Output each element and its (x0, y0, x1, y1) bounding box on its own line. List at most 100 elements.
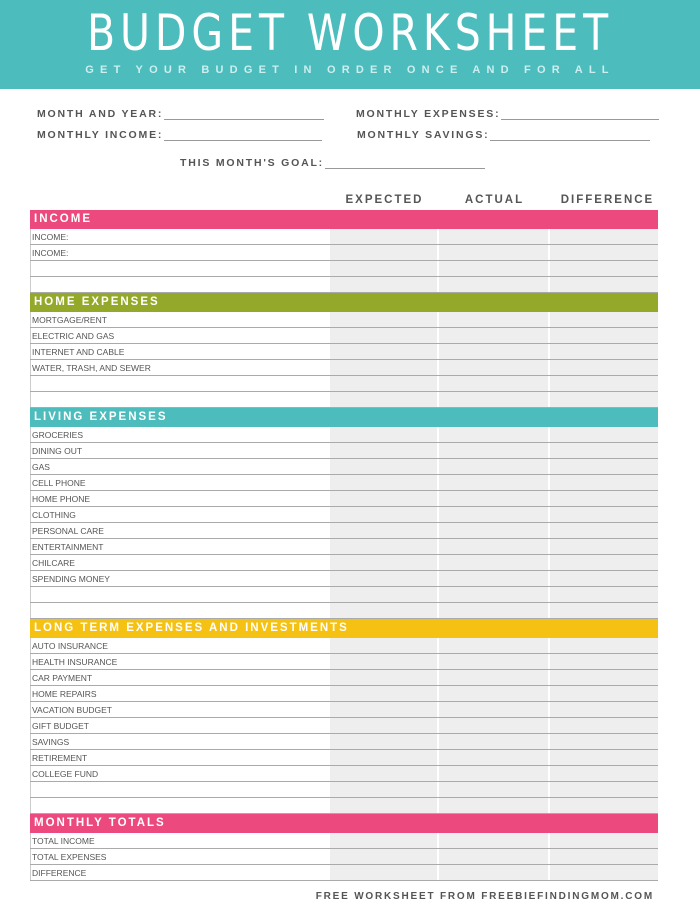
expected-cell[interactable] (328, 539, 437, 554)
difference-cell[interactable] (548, 312, 658, 327)
difference-cell[interactable] (548, 833, 658, 848)
difference-cell[interactable] (548, 571, 658, 586)
actual-cell[interactable] (437, 475, 548, 490)
difference-cell[interactable] (548, 555, 658, 570)
difference-cell[interactable] (548, 539, 658, 554)
expected-cell[interactable] (328, 344, 437, 359)
difference-cell[interactable] (548, 849, 658, 864)
difference-cell[interactable] (548, 654, 658, 669)
difference-cell[interactable] (548, 686, 658, 701)
difference-cell[interactable] (548, 798, 658, 813)
expected-cell[interactable] (328, 443, 437, 458)
expected-cell[interactable] (328, 734, 437, 749)
actual-cell[interactable] (437, 555, 548, 570)
expected-cell[interactable] (328, 376, 437, 391)
difference-cell[interactable] (548, 245, 658, 260)
difference-cell[interactable] (548, 376, 658, 391)
expected-cell[interactable] (328, 427, 437, 442)
actual-cell[interactable] (437, 277, 548, 292)
expected-cell[interactable] (328, 718, 437, 733)
actual-cell[interactable] (437, 798, 548, 813)
difference-cell[interactable] (548, 587, 658, 602)
actual-cell[interactable] (437, 782, 548, 797)
expected-cell[interactable] (328, 555, 437, 570)
actual-cell[interactable] (437, 686, 548, 701)
actual-cell[interactable] (437, 459, 548, 474)
difference-cell[interactable] (548, 734, 658, 749)
actual-cell[interactable] (437, 245, 548, 260)
difference-cell[interactable] (548, 670, 658, 685)
monthly-expenses-field[interactable]: MONTHLY EXPENSES: (356, 108, 660, 120)
actual-cell[interactable] (437, 491, 548, 506)
expected-cell[interactable] (328, 312, 437, 327)
monthly-expenses-line[interactable] (501, 109, 660, 120)
month-year-field[interactable]: MONTH AND YEAR: (37, 108, 325, 120)
expected-cell[interactable] (328, 833, 437, 848)
actual-cell[interactable] (437, 654, 548, 669)
expected-cell[interactable] (328, 782, 437, 797)
difference-cell[interactable] (548, 392, 658, 407)
monthly-savings-field[interactable]: MONTHLY SAVINGS: (357, 129, 651, 141)
expected-cell[interactable] (328, 638, 437, 653)
expected-cell[interactable] (328, 865, 437, 880)
actual-cell[interactable] (437, 849, 548, 864)
difference-cell[interactable] (548, 750, 658, 765)
actual-cell[interactable] (437, 507, 548, 522)
difference-cell[interactable] (548, 229, 658, 244)
difference-cell[interactable] (548, 507, 658, 522)
difference-cell[interactable] (548, 865, 658, 880)
actual-cell[interactable] (437, 571, 548, 586)
difference-cell[interactable] (548, 344, 658, 359)
difference-cell[interactable] (548, 443, 658, 458)
actual-cell[interactable] (437, 670, 548, 685)
actual-cell[interactable] (437, 638, 548, 653)
difference-cell[interactable] (548, 603, 658, 618)
expected-cell[interactable] (328, 686, 437, 701)
difference-cell[interactable] (548, 718, 658, 733)
expected-cell[interactable] (328, 491, 437, 506)
difference-cell[interactable] (548, 277, 658, 292)
expected-cell[interactable] (328, 229, 437, 244)
expected-cell[interactable] (328, 328, 437, 343)
actual-cell[interactable] (437, 427, 548, 442)
actual-cell[interactable] (437, 587, 548, 602)
difference-cell[interactable] (548, 523, 658, 538)
difference-cell[interactable] (548, 638, 658, 653)
actual-cell[interactable] (437, 344, 548, 359)
difference-cell[interactable] (548, 427, 658, 442)
monthly-savings-line[interactable] (490, 130, 651, 141)
expected-cell[interactable] (328, 571, 437, 586)
actual-cell[interactable] (437, 539, 548, 554)
difference-cell[interactable] (548, 328, 658, 343)
difference-cell[interactable] (548, 782, 658, 797)
expected-cell[interactable] (328, 750, 437, 765)
difference-cell[interactable] (548, 360, 658, 375)
actual-cell[interactable] (437, 865, 548, 880)
monthly-income-field[interactable]: MONTHLY INCOME: (37, 129, 323, 141)
expected-cell[interactable] (328, 392, 437, 407)
expected-cell[interactable] (328, 587, 437, 602)
expected-cell[interactable] (328, 670, 437, 685)
expected-cell[interactable] (328, 654, 437, 669)
actual-cell[interactable] (437, 443, 548, 458)
actual-cell[interactable] (437, 523, 548, 538)
actual-cell[interactable] (437, 376, 548, 391)
actual-cell[interactable] (437, 750, 548, 765)
expected-cell[interactable] (328, 360, 437, 375)
actual-cell[interactable] (437, 702, 548, 717)
expected-cell[interactable] (328, 475, 437, 490)
expected-cell[interactable] (328, 245, 437, 260)
actual-cell[interactable] (437, 312, 548, 327)
expected-cell[interactable] (328, 459, 437, 474)
actual-cell[interactable] (437, 603, 548, 618)
actual-cell[interactable] (437, 328, 548, 343)
actual-cell[interactable] (437, 734, 548, 749)
expected-cell[interactable] (328, 507, 437, 522)
expected-cell[interactable] (328, 849, 437, 864)
expected-cell[interactable] (328, 277, 437, 292)
actual-cell[interactable] (437, 833, 548, 848)
goal-field[interactable]: THIS MONTH'S GOAL: (180, 157, 485, 169)
expected-cell[interactable] (328, 702, 437, 717)
goal-line[interactable] (324, 158, 485, 169)
expected-cell[interactable] (328, 603, 437, 618)
